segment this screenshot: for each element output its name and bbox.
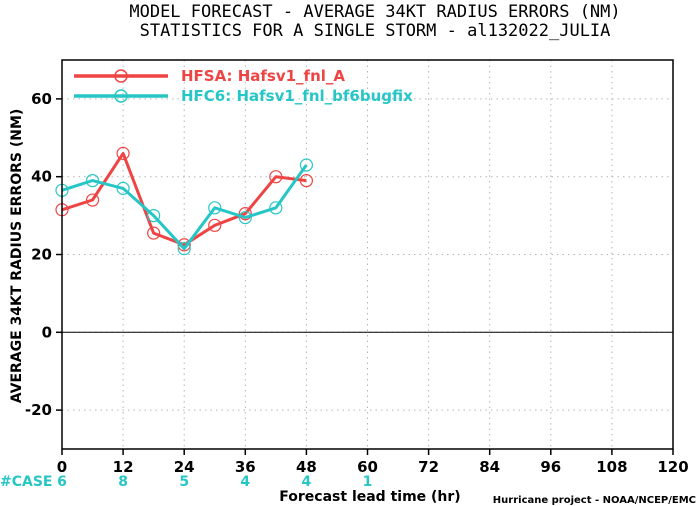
y-tick-label: 40 (31, 168, 52, 186)
data-point (116, 146, 130, 160)
case-count: 8 (118, 474, 128, 490)
case-count: 5 (179, 474, 189, 490)
x-tick-label: 48 (296, 458, 317, 476)
y-ticks: -20 0 20 40 60 (25, 90, 62, 419)
x-axis-label: Forecast lead time (hr) (279, 489, 460, 505)
data-point (85, 193, 100, 207)
series-2 (55, 158, 313, 256)
data-point (238, 207, 252, 221)
data-point (208, 218, 222, 232)
data-point (299, 173, 313, 188)
data-point (147, 209, 161, 223)
case-count: 6 (57, 474, 67, 490)
credit-text: Hurricane project - NOAA/NCEP/EMC (493, 495, 696, 506)
data-point (208, 201, 222, 215)
data-point (299, 158, 313, 172)
legend-label: HFC6: Hafsv1_fnl_bf6bugfix (181, 87, 413, 105)
legend-marker (114, 69, 128, 83)
data-point (177, 242, 191, 256)
x-tick-label: 12 (113, 458, 134, 476)
x-tick-label: 72 (418, 458, 439, 476)
x-tick-label: 108 (596, 458, 627, 476)
y-tick-label: 20 (31, 246, 52, 264)
data-point (269, 201, 283, 215)
data-point (177, 238, 191, 252)
data-point (238, 210, 252, 225)
x-ticks: 0 12 24 36 48 60 72 84 96 108 120 (57, 449, 689, 476)
y-axis-label: AVERAGE 34KT RADIUS ERRORS (NM) (9, 109, 25, 404)
case-count: 4 (302, 474, 312, 490)
data-point (85, 173, 100, 188)
case-count: 1 (363, 474, 373, 490)
x-tick-label: 0 (57, 458, 67, 476)
y-tick-label: 0 (42, 323, 52, 341)
series-line (61, 164, 308, 251)
series-1 (55, 146, 313, 252)
x-tick-label: 36 (235, 458, 256, 476)
x-tick-label: 84 (479, 458, 500, 476)
legend-label: HFSA: Hafsv1_fnl_A (181, 67, 345, 85)
legend-marker (114, 89, 128, 103)
case-counts: 6 8 5 4 4 1 (57, 474, 372, 490)
x-tick-label: 96 (540, 458, 561, 476)
legend: HFSA: Hafsv1_fnl_A HFC6: Hafsv1_fnl_bf6bu… (74, 67, 413, 105)
chart-subtitle: STATISTICS FOR A SINGLE STORM - al132022… (140, 21, 611, 41)
case-label: #CASE (0, 474, 53, 490)
case-count: 4 (240, 474, 250, 490)
data-point (269, 170, 283, 184)
x-tick-label: 24 (174, 458, 195, 476)
y-tick-label: 60 (31, 90, 52, 108)
grid (62, 60, 673, 449)
data-point (116, 181, 130, 195)
data-point (147, 226, 161, 240)
series-layer (55, 146, 313, 256)
y-tick-label: -20 (25, 401, 52, 419)
x-tick-label: 60 (357, 458, 378, 476)
x-tick-label: 120 (657, 458, 688, 476)
chart-title: MODEL FORECAST - AVERAGE 34KT RADIUS ERR… (129, 2, 620, 22)
